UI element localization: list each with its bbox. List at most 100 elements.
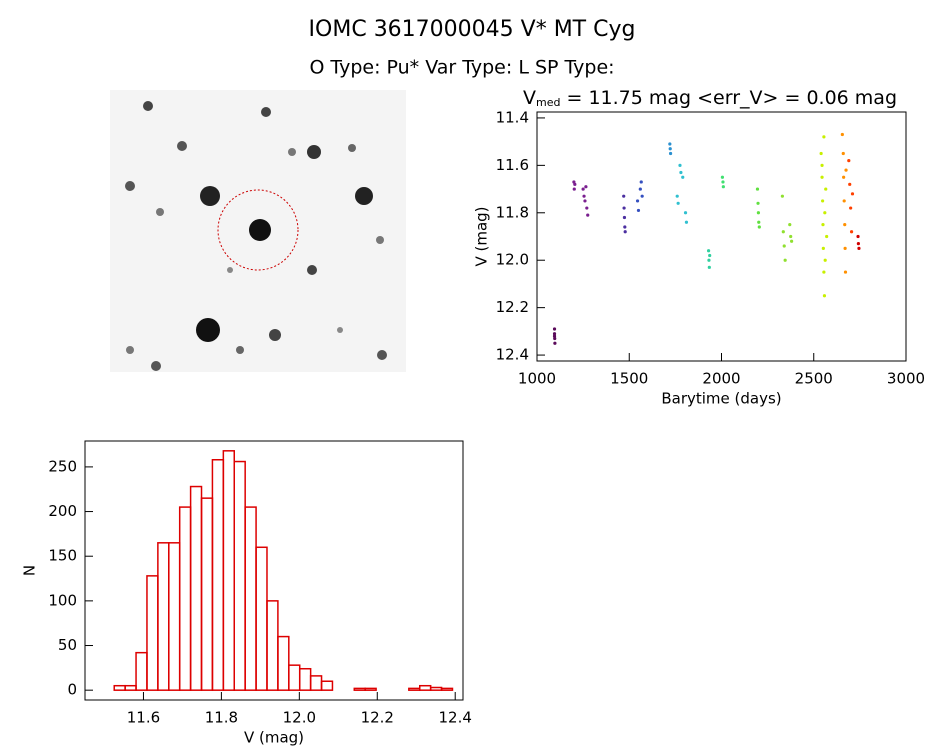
data-point — [681, 175, 685, 179]
data-point — [755, 187, 760, 191]
data-point — [788, 223, 792, 227]
y-tick-label: 0 — [67, 681, 77, 699]
histogram-bar — [309, 675, 323, 691]
data-point — [757, 225, 761, 229]
data-point — [679, 170, 683, 175]
data-point — [668, 147, 672, 151]
data-point — [584, 185, 588, 189]
y-axis-label: V (mag) — [473, 206, 491, 266]
data-point — [848, 182, 852, 186]
data-point — [843, 270, 848, 274]
data-point — [623, 225, 627, 229]
data-point — [856, 234, 860, 239]
data-point — [841, 151, 845, 156]
data-point — [822, 294, 827, 298]
histogram-bar — [353, 687, 366, 691]
data-point — [721, 180, 725, 184]
y-tick-label: 200 — [48, 502, 77, 520]
histogram-bar — [200, 497, 214, 691]
data-point — [840, 132, 844, 137]
light-curve-title: Vmed = 11.75 mag <err_V> = 0.06 mag — [523, 87, 897, 110]
x-tick-label: 12.0 — [283, 709, 316, 727]
x-tick-label: 1500 — [610, 370, 648, 388]
data-point — [824, 187, 828, 191]
data-point — [707, 265, 711, 269]
data-point — [823, 211, 827, 215]
plot-frame — [84, 440, 464, 701]
x-tick-label: 11.6 — [127, 709, 160, 727]
data-point — [583, 199, 587, 203]
data-point — [842, 199, 846, 203]
histogram-bar — [222, 450, 236, 691]
data-point — [844, 168, 848, 172]
histogram-bar — [266, 600, 279, 691]
histogram-bar — [124, 684, 137, 691]
data-point — [850, 192, 855, 196]
data-point — [639, 180, 643, 184]
page-title: IOMC 3617000045 V* MT Cyg — [309, 17, 636, 42]
data-point — [675, 194, 679, 198]
histogram-bar — [277, 635, 290, 691]
histogram-bar — [157, 542, 170, 691]
data-point — [640, 194, 644, 198]
title-subscript: med — [536, 96, 560, 109]
data-point — [708, 253, 712, 258]
histogram-bar — [113, 684, 126, 691]
data-point — [552, 332, 557, 336]
data-point — [668, 142, 672, 146]
data-point — [553, 336, 557, 341]
data-point — [552, 334, 557, 338]
data-point — [780, 194, 784, 198]
data-point — [789, 234, 793, 239]
data-point — [783, 258, 787, 262]
data-point — [847, 159, 851, 163]
data-point — [821, 246, 825, 250]
x-tick-label: 11.8 — [205, 709, 238, 727]
histogram-bar — [178, 506, 192, 691]
data-point — [706, 249, 711, 253]
data-point — [683, 211, 688, 215]
y-tick-label: 250 — [48, 457, 77, 475]
y-tick-label: 12.4 — [496, 346, 529, 364]
data-point — [585, 206, 589, 210]
histogram-bar — [255, 546, 268, 691]
y-tick-label: 11.6 — [496, 156, 529, 174]
data-point — [843, 223, 847, 227]
histogram-bar — [211, 459, 225, 691]
page-subtitle: O Type: Pu* Var Type: L SP Type: — [309, 57, 614, 79]
y-axis-label: N — [21, 565, 39, 576]
data-point — [849, 206, 853, 210]
title-rest: = 11.75 mag <err_V> = 0.06 mag — [560, 87, 897, 109]
data-point — [823, 258, 827, 262]
data-point — [821, 199, 825, 203]
x-tick-label: 2000 — [702, 370, 740, 388]
data-point — [821, 223, 825, 227]
data-point — [572, 187, 576, 191]
data-point — [721, 185, 725, 189]
data-point — [720, 175, 725, 179]
histogram-bar — [288, 664, 301, 691]
data-point — [552, 327, 557, 331]
histogram-bar — [168, 542, 181, 691]
data-point — [842, 175, 846, 179]
data-point — [849, 230, 854, 234]
data-point — [825, 234, 829, 239]
histogram-bar — [244, 506, 257, 691]
data-point — [581, 187, 585, 191]
y-tick-label: 100 — [48, 591, 77, 609]
data-point — [582, 194, 586, 198]
x-axis-label: Barytime (days) — [661, 390, 781, 408]
histogram-bar — [320, 680, 334, 691]
data-point — [756, 211, 761, 215]
data-point — [820, 175, 824, 179]
histogram-bar — [233, 460, 246, 691]
y-tick-label: 150 — [48, 547, 77, 565]
x-tick-label: 12.2 — [361, 709, 394, 727]
x-tick-label: 1000 — [518, 370, 556, 388]
data-point — [622, 215, 627, 220]
data-point — [573, 182, 577, 186]
data-point — [857, 246, 861, 250]
data-point — [781, 230, 785, 234]
y-tick-label: 12.2 — [496, 298, 529, 316]
data-point — [553, 341, 557, 345]
